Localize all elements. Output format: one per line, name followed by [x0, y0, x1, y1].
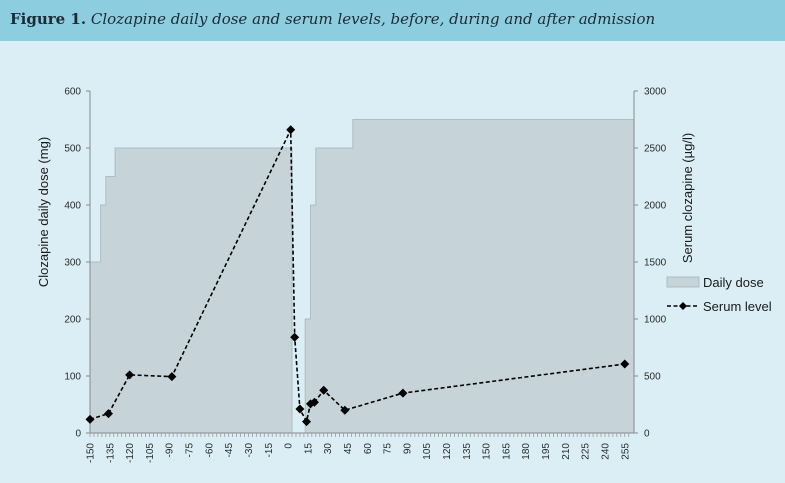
serum-level-marker: [309, 397, 319, 407]
x-tick-label: -135: [105, 443, 116, 463]
figure-caption: Figure 1. Clozapine daily dose and serum…: [10, 10, 655, 28]
x-tick-label: 30: [323, 443, 334, 455]
legend-label-daily-dose: Daily dose: [703, 275, 764, 290]
x-tick-label: 180: [521, 443, 532, 460]
y-tick-label: 100: [64, 372, 81, 383]
dose-serum-chart: 0100200300400500600050010001500200025003…: [36, 87, 772, 464]
x-tick-label: 120: [442, 443, 453, 460]
serum-level-marker: [398, 388, 408, 398]
legend-swatch-serum-marker: [679, 302, 687, 310]
x-tick-label: 60: [363, 443, 374, 455]
x-tick-label: 90: [402, 443, 413, 455]
serum-level-marker: [125, 370, 135, 380]
x-tick-label: 75: [383, 443, 394, 455]
y2-tick-label: 3000: [644, 87, 667, 98]
y-tick-label: 200: [64, 315, 81, 326]
y2-tick-label: 500: [644, 372, 661, 383]
x-tick-label: -30: [244, 443, 255, 458]
x-tick-label: -105: [145, 443, 156, 463]
y-tick-label: 0: [75, 429, 81, 440]
x-tick-label: 150: [482, 443, 493, 460]
x-tick-label: -75: [185, 443, 196, 458]
x-tick-label: 195: [541, 443, 552, 460]
serum-level-marker: [620, 359, 630, 369]
x-tick-label: 45: [343, 443, 354, 455]
serum-level-marker: [286, 125, 296, 135]
y2-tick-label: 2000: [644, 201, 667, 212]
serum-level-marker: [167, 372, 177, 382]
x-tick-label: 240: [601, 443, 612, 460]
x-tick-label: -60: [204, 443, 215, 458]
figure-title: Clozapine daily dose and serum levels, b…: [90, 10, 656, 28]
x-tick-label: 210: [561, 443, 572, 460]
serum-level-marker: [295, 404, 305, 414]
dose-area-layer: [89, 119, 635, 434]
x-tick-label: -90: [165, 443, 176, 458]
figure-label: Figure 1.: [10, 10, 87, 28]
y2-tick-label: 1500: [644, 258, 667, 269]
legend: Daily dose Serum level: [666, 275, 772, 314]
y2-tick-label: 1000: [644, 315, 667, 326]
serum-level-marker: [340, 405, 350, 415]
y-tick-label: 600: [64, 87, 81, 98]
legend-label-serum-level: Serum level: [703, 299, 772, 314]
x-tick-label: -150: [86, 443, 97, 463]
y-axis-title: Clozapine daily dose (mg): [36, 137, 51, 287]
y-tick-label: 400: [64, 201, 81, 212]
y2-tick-label: 2500: [644, 144, 667, 155]
y-tick-label: 500: [64, 144, 81, 155]
x-tick-label: 135: [462, 443, 473, 460]
x-tick-label: 15: [303, 443, 314, 455]
axes-layer: 0100200300400500600050010001500200025003…: [64, 87, 666, 464]
serum-level-marker: [85, 414, 95, 424]
x-tick-label: 225: [581, 443, 592, 460]
y2-tick-label: 0: [644, 429, 650, 440]
daily-dose-area: [89, 119, 635, 434]
legend-swatch-daily-dose: [666, 276, 700, 288]
serum-level-line: [89, 129, 625, 424]
y2-axis-title: Serum clozapine (µg/l): [680, 133, 695, 263]
figure-header: Figure 1. Clozapine daily dose and serum…: [0, 0, 785, 41]
x-tick-label: 0: [284, 443, 295, 449]
x-tick-label: -45: [224, 443, 235, 458]
x-tick-label: -15: [264, 443, 275, 458]
x-tick-label: 105: [422, 443, 433, 460]
serum-level-marker: [319, 385, 329, 395]
serum-level-marker: [302, 417, 312, 427]
serum-level-marker: [290, 332, 300, 342]
x-tick-label: 165: [501, 443, 512, 460]
x-tick-label: 255: [620, 443, 631, 460]
x-tick-label: -120: [125, 443, 136, 463]
serum-line-layer: [85, 125, 630, 427]
serum-level-marker: [103, 409, 113, 419]
y-tick-label: 300: [64, 258, 81, 269]
